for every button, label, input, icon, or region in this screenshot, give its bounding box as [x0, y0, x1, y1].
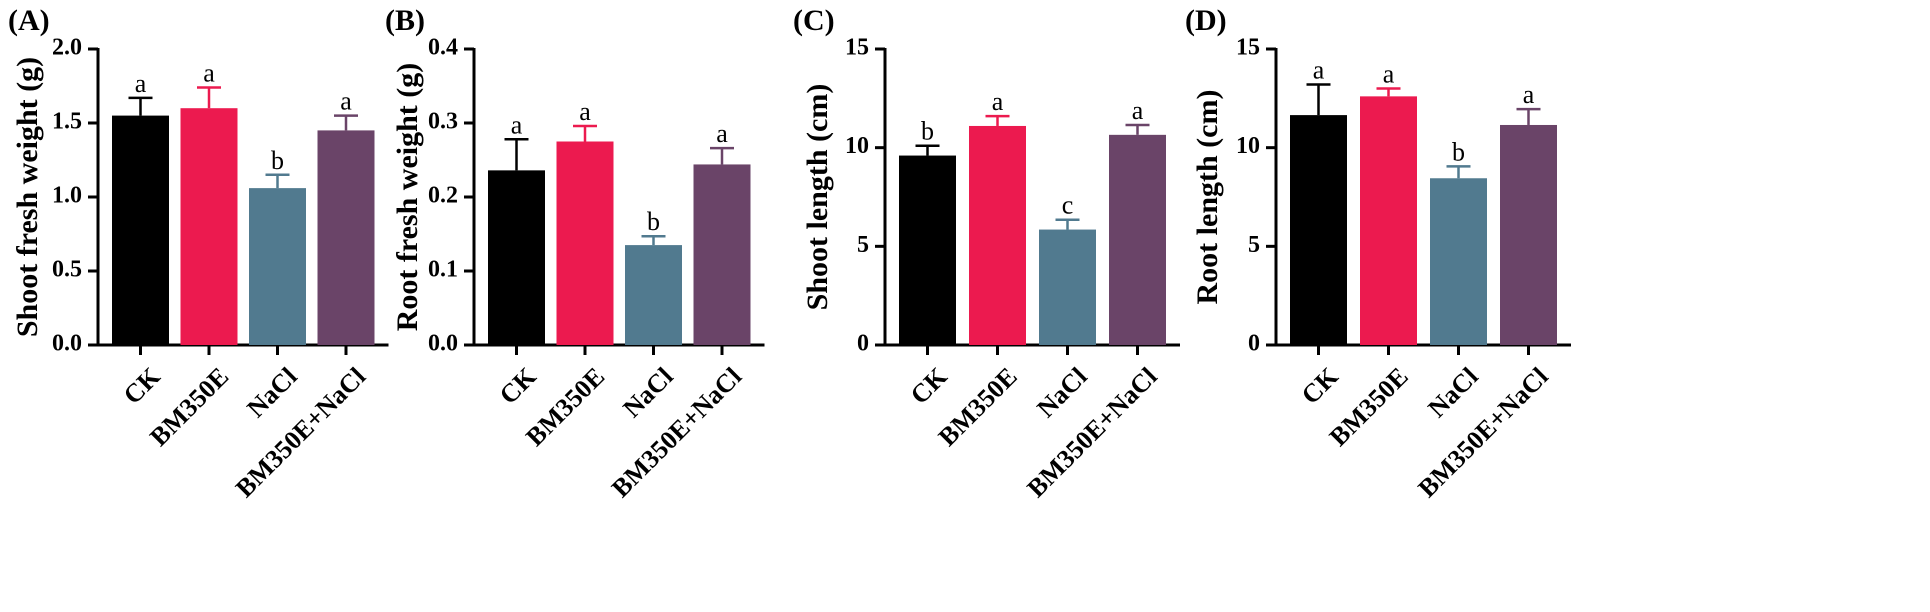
- y-tick-label: 0.3: [428, 109, 458, 135]
- x-category-label: NaCl: [241, 362, 302, 423]
- bar-nacl: [625, 245, 682, 345]
- x-category-label: CK: [905, 361, 954, 410]
- y-tick-label: 0.5: [52, 257, 82, 283]
- significance-letter: a: [340, 87, 352, 116]
- bar-bm350e-plus-nacl: [1109, 134, 1166, 345]
- bar-bm350e-plus-nacl: [1500, 124, 1557, 346]
- bar-bm350e-plus-nacl: [317, 130, 375, 345]
- panel-label: (C): [793, 4, 835, 37]
- bar-nacl: [1039, 229, 1096, 345]
- significance-letter: a: [511, 110, 523, 139]
- chart-panel-3: (C) Shoot length (cm) 0 5 10 15 b CK a BM350E c NaC…: [793, 4, 1180, 503]
- significance-letter: b: [271, 146, 284, 175]
- chart-panel-4: (D) Root length (cm) 0 5 10 15 a CK a BM350E b NaCl…: [1185, 4, 1571, 503]
- y-tick-label: 2.0: [52, 35, 82, 61]
- y-tick-label: 10: [845, 133, 869, 159]
- significance-letter: a: [716, 119, 728, 148]
- significance-letter: a: [1383, 59, 1395, 88]
- bar-ck: [112, 115, 169, 345]
- bar-ck: [899, 155, 956, 345]
- x-category-label: BM350E+NaCl: [1412, 362, 1553, 503]
- x-category-label: BM350E+NaCl: [1021, 362, 1162, 503]
- bar-nacl: [1430, 178, 1487, 345]
- bar-bm350e: [969, 125, 1026, 346]
- y-axis-title: Root fresh weight (g): [391, 63, 424, 332]
- y-axis-title: Shoot fresh weight (g): [11, 57, 44, 337]
- bar-ck: [1290, 115, 1347, 346]
- significance-letter: a: [992, 87, 1004, 116]
- significance-letter: a: [1132, 96, 1144, 125]
- significance-letter: b: [1452, 137, 1465, 166]
- x-category-label: CK: [1296, 361, 1345, 410]
- x-category-label: CK: [494, 361, 543, 410]
- x-category-label: CK: [118, 361, 167, 410]
- x-category-label: NaCl: [1422, 362, 1483, 423]
- y-tick-label: 0: [1248, 331, 1260, 357]
- y-tick-label: 0.0: [52, 331, 82, 357]
- significance-letter: b: [647, 207, 660, 236]
- chart-panel-2: (B) Root fresh weight (g)0.0 0.1 0.2 0.3 0.4 a…: [385, 4, 765, 503]
- y-tick-label: 15: [845, 35, 869, 61]
- x-category-label: NaCl: [1031, 362, 1092, 423]
- bar-bm350e-plus-nacl: [693, 164, 751, 345]
- panel-label: (A): [8, 4, 50, 37]
- y-tick-label: 0.4: [428, 35, 458, 61]
- y-tick-label: 15: [1236, 35, 1260, 61]
- significance-letter: a: [1313, 56, 1325, 85]
- y-tick-label: 0: [857, 331, 869, 357]
- y-tick-label: 5: [1248, 232, 1260, 258]
- y-tick-label: 10: [1236, 133, 1260, 159]
- bar-bm350e: [1360, 96, 1417, 345]
- y-tick-label: 0.2: [428, 183, 458, 209]
- bar-ck: [488, 170, 545, 345]
- y-axis-title: Root length (cm): [1191, 90, 1224, 305]
- y-tick-label: 1.5: [52, 109, 82, 135]
- significance-letter: a: [579, 97, 591, 126]
- x-category-label: NaCl: [617, 362, 678, 423]
- x-category-label: BM350E: [1324, 362, 1414, 452]
- significance-letter: a: [203, 58, 215, 87]
- x-category-label: BM350E: [933, 362, 1023, 452]
- y-tick-label: 0.1: [428, 257, 458, 283]
- y-tick-label: 1.0: [52, 183, 82, 209]
- bar-bm350e: [556, 141, 614, 345]
- significance-letter: b: [921, 117, 934, 146]
- bar-nacl: [249, 188, 306, 345]
- bar-bm350e: [180, 108, 238, 345]
- significance-letter: a: [135, 69, 147, 98]
- y-axis-title: Shoot length (cm): [801, 84, 834, 311]
- panel-label: (B): [385, 4, 425, 37]
- significance-letter: a: [1523, 80, 1535, 109]
- panel-label: (D): [1185, 4, 1227, 37]
- significance-letter: c: [1062, 191, 1074, 220]
- y-tick-label: 5: [857, 232, 869, 258]
- y-tick-label: 0.0: [428, 331, 458, 357]
- chart-panel-1: (A) Shoot fresh weight (g) 0.0 0.5 1.0 1.5 2.0…: [8, 4, 389, 503]
